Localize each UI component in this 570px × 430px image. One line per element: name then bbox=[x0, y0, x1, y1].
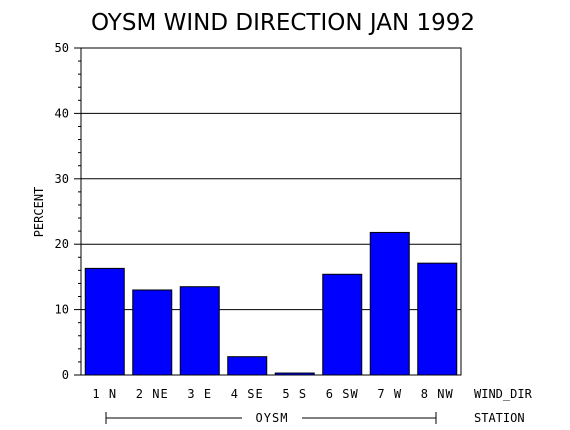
y-tick-label: 50 bbox=[55, 41, 69, 55]
bar-3-e bbox=[179, 286, 220, 376]
station-name: OYSM bbox=[256, 411, 289, 425]
y-tick-label: 0 bbox=[62, 368, 69, 382]
y-tick-label: 10 bbox=[55, 303, 69, 317]
bar-1-n bbox=[84, 267, 125, 376]
x-category-label: 7 W bbox=[377, 387, 402, 401]
plot-frame bbox=[80, 47, 462, 376]
x-category-label: 6 SW bbox=[326, 387, 359, 401]
station-axis-label: STATION bbox=[474, 411, 525, 425]
y-tick-label: 20 bbox=[55, 237, 69, 251]
x-category-label: 1 N bbox=[92, 387, 117, 401]
x-category-label: 8 NW bbox=[421, 387, 454, 401]
x-axis-categories: 1 N 2 NE 3 E 4 SE 5 S 6 SW 7 W 8 NW bbox=[92, 387, 454, 401]
bar-7-w bbox=[369, 231, 410, 376]
x-category-label: 2 NE bbox=[136, 387, 169, 401]
bar-6-sw bbox=[322, 273, 363, 376]
station-bracket bbox=[105, 412, 437, 424]
x-category-label: 4 SE bbox=[231, 387, 264, 401]
y-tick-label: 30 bbox=[55, 172, 69, 186]
bar-8-nw bbox=[417, 262, 458, 376]
x-axis-label: WIND_DIR bbox=[474, 387, 533, 401]
x-category-label: 5 S bbox=[282, 387, 307, 401]
chart-title: OYSM WIND DIRECTION JAN 1992 bbox=[91, 10, 475, 36]
y-tick-label: 40 bbox=[55, 106, 69, 120]
bars-group bbox=[84, 231, 458, 376]
x-category-label: 3 E bbox=[187, 387, 212, 401]
bar-2-ne bbox=[132, 289, 173, 376]
y-axis-label: PERCENT bbox=[32, 187, 46, 238]
y-axis: 0 10 20 30 40 50 bbox=[55, 41, 81, 382]
bar-4-se bbox=[227, 356, 268, 376]
